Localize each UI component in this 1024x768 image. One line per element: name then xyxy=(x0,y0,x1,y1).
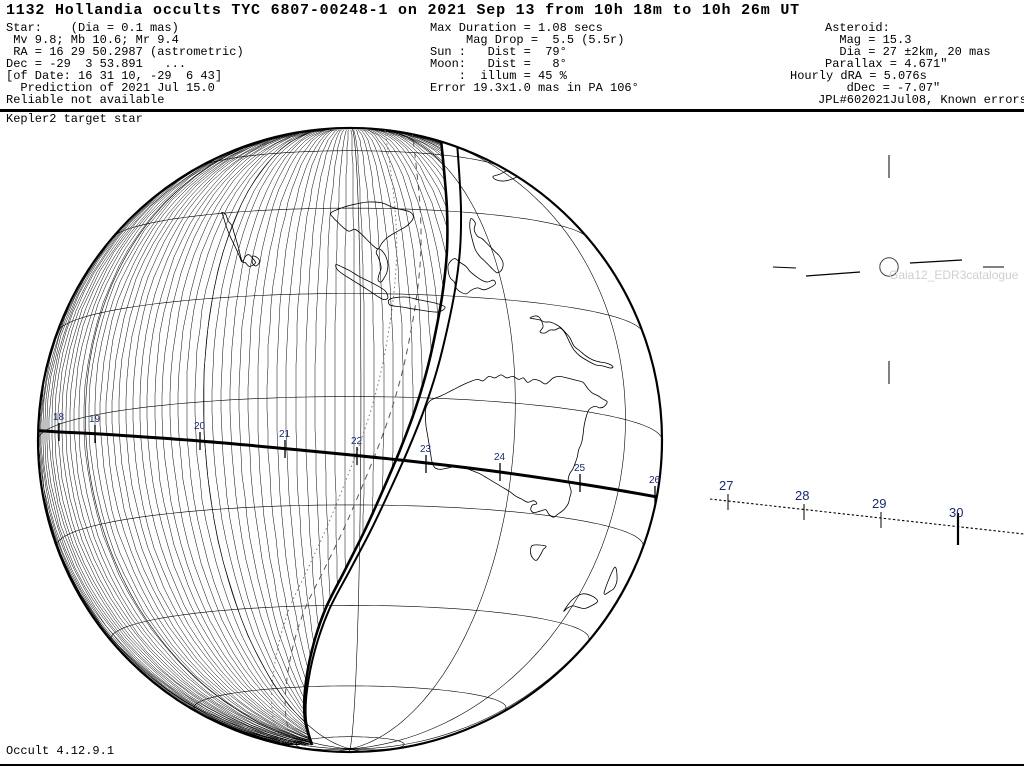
svg-text:27: 27 xyxy=(719,478,733,493)
svg-text:20: 20 xyxy=(194,421,206,432)
svg-text:30: 30 xyxy=(949,505,963,520)
svg-text:22: 22 xyxy=(351,436,363,447)
svg-text:29: 29 xyxy=(872,496,886,511)
svg-text:28: 28 xyxy=(795,488,809,503)
svg-text:23: 23 xyxy=(420,444,432,455)
svg-text:24: 24 xyxy=(494,452,506,463)
svg-text:21: 21 xyxy=(279,429,291,440)
svg-text:19: 19 xyxy=(89,414,101,425)
svg-text:Gaia12_EDR3catalogue: Gaia12_EDR3catalogue xyxy=(889,268,1019,282)
svg-text:26: 26 xyxy=(649,475,661,486)
svg-text:25: 25 xyxy=(574,463,586,474)
svg-text:18: 18 xyxy=(53,412,65,423)
